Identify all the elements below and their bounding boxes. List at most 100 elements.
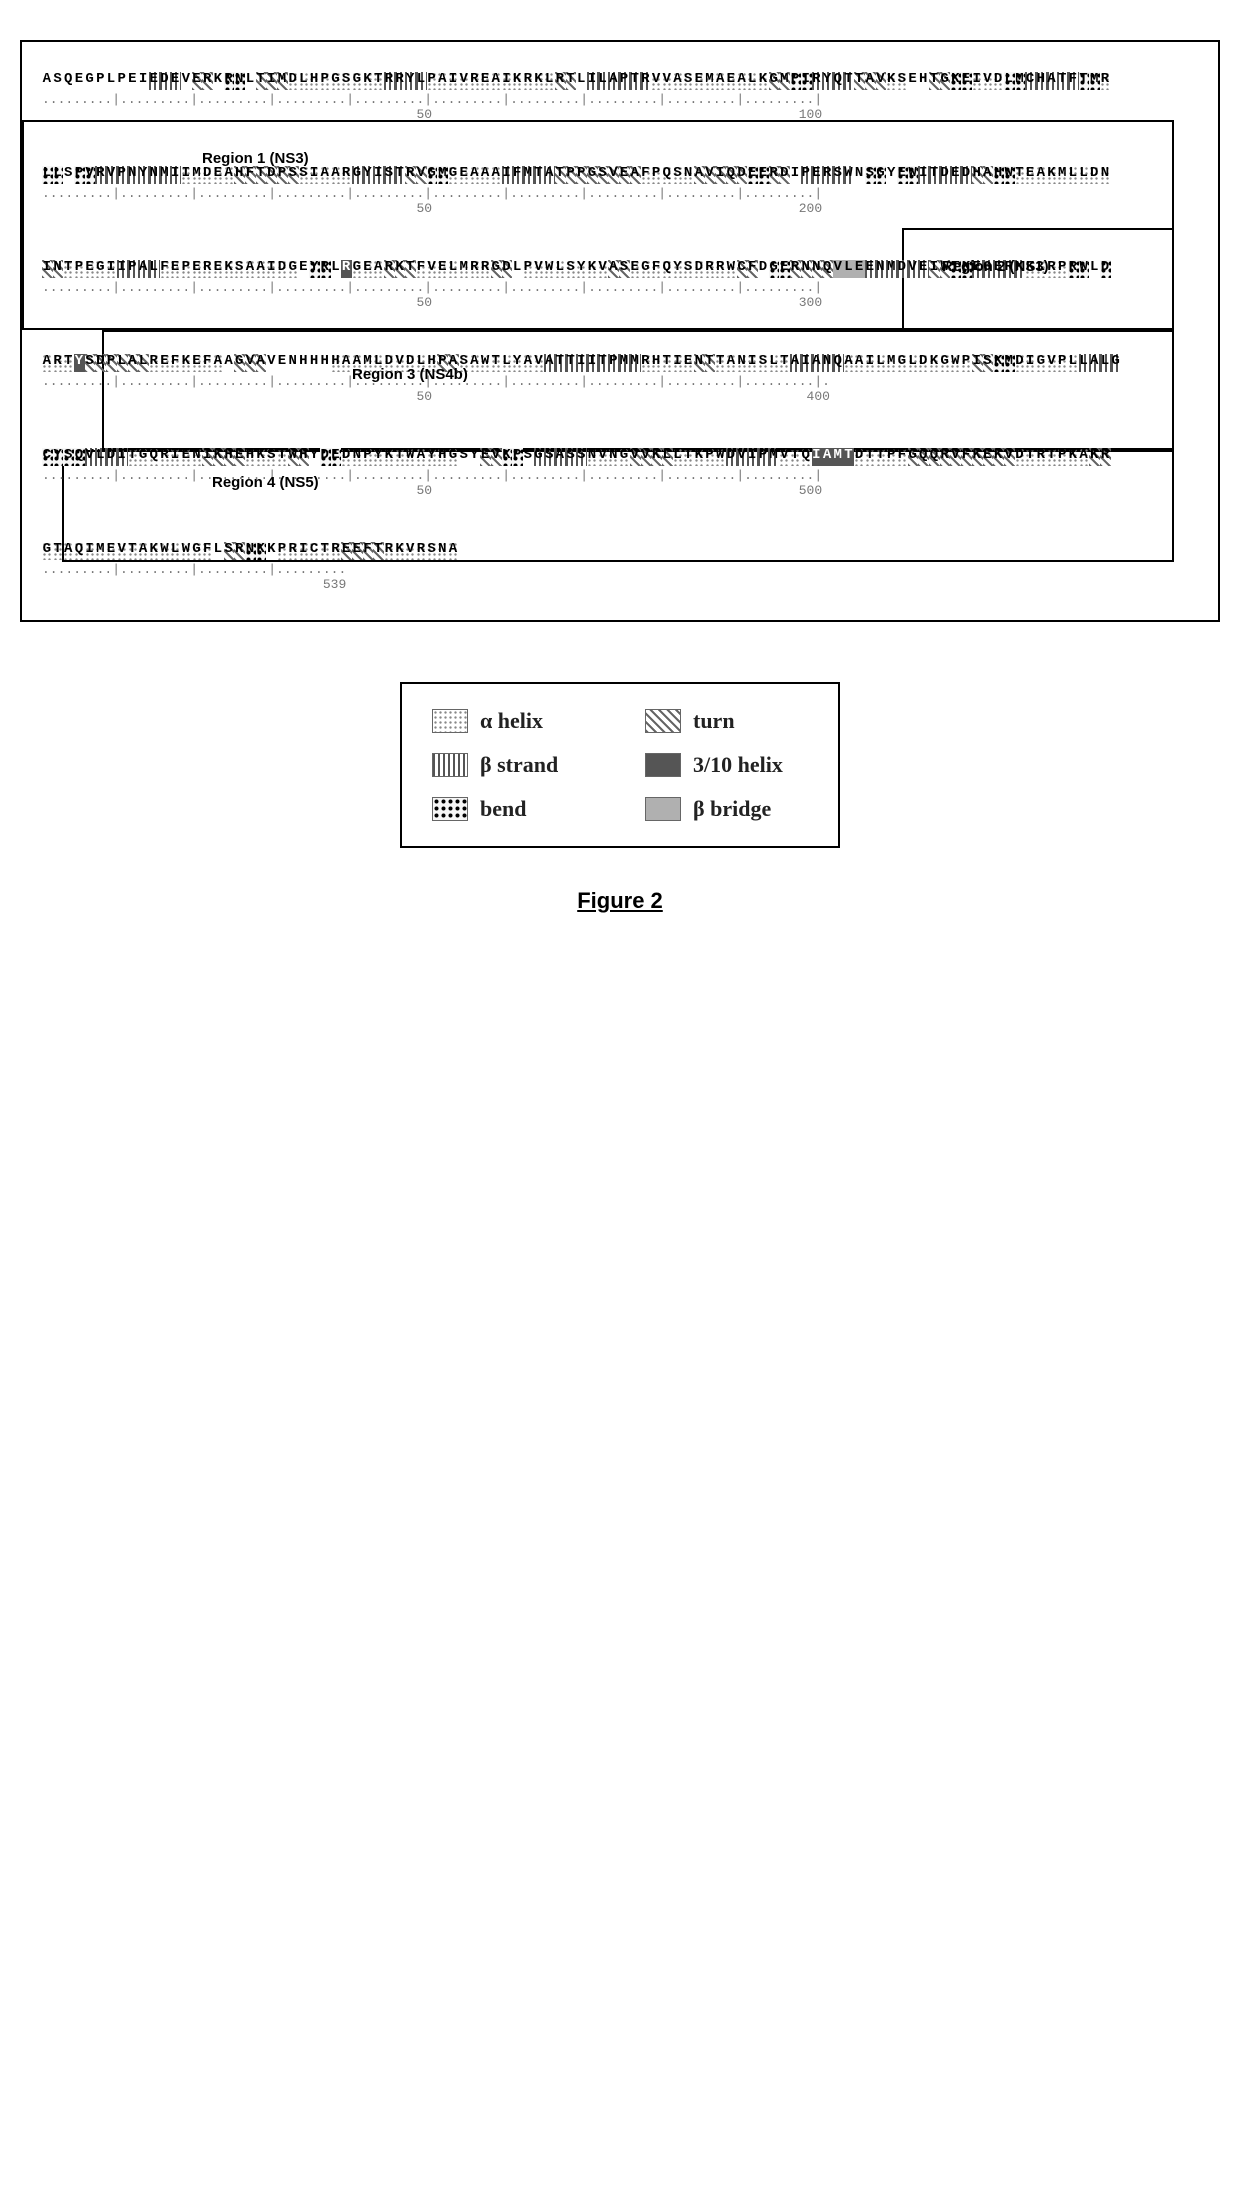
residue: A	[138, 260, 149, 278]
residue: D	[106, 448, 117, 466]
residue: F	[961, 448, 972, 466]
residue: E	[277, 354, 288, 372]
residue: K	[694, 448, 705, 466]
residue: I	[576, 354, 587, 372]
residue: K	[534, 72, 545, 90]
swatch-beta-bridge	[645, 797, 681, 821]
residue: G	[940, 72, 951, 90]
residue: Q	[833, 354, 844, 372]
residue: N	[608, 448, 619, 466]
sequence-line: LLSPVRVPNYNMIIMDEAHFTDPSSIAARGYISTRVGMGE…	[42, 166, 1198, 184]
residue: F	[202, 542, 213, 560]
legend-label: turn	[693, 708, 735, 734]
residue: F	[160, 260, 171, 278]
residue: R	[1100, 448, 1111, 466]
residue: G	[587, 166, 598, 184]
residue: F	[170, 354, 181, 372]
residue: V	[427, 260, 438, 278]
residue: P	[363, 448, 374, 466]
residue: M	[779, 72, 790, 90]
residue: E	[234, 448, 245, 466]
residue: E	[160, 354, 171, 372]
residue: I	[801, 354, 812, 372]
residue: E	[74, 72, 85, 90]
legend-row: β strand 3/10 helix	[432, 752, 808, 778]
residue: I	[42, 260, 53, 278]
residue: R	[822, 166, 833, 184]
residue: Y	[470, 448, 481, 466]
residue: W	[908, 166, 919, 184]
residue: S	[63, 166, 74, 184]
residue: G	[641, 260, 652, 278]
residue: P	[74, 260, 85, 278]
residue: T	[63, 260, 74, 278]
residue: T	[598, 354, 609, 372]
residue: S	[566, 448, 577, 466]
residue: A	[630, 166, 641, 184]
residue: V	[705, 166, 716, 184]
residue: H	[437, 448, 448, 466]
residue: D	[694, 260, 705, 278]
residue: A	[555, 448, 566, 466]
legend-label: β bridge	[693, 796, 771, 822]
residue: D	[726, 448, 737, 466]
residue: S	[598, 166, 609, 184]
residue: T	[929, 166, 940, 184]
residue: L	[245, 72, 256, 90]
residue: A	[523, 354, 534, 372]
residue: T	[373, 542, 384, 560]
residue: P	[608, 354, 619, 372]
residue: E	[181, 448, 192, 466]
residue: R	[1036, 448, 1047, 466]
residue: R	[715, 260, 726, 278]
figure-caption: Figure 2	[20, 888, 1220, 914]
residue: K	[1047, 166, 1058, 184]
residue: S	[566, 260, 577, 278]
residue: M	[277, 72, 288, 90]
residue: V	[876, 72, 887, 90]
residue: R	[523, 72, 534, 90]
residue: I	[170, 448, 181, 466]
residue: I	[587, 354, 598, 372]
legend-item-alpha-helix: α helix	[432, 708, 595, 734]
residue: S	[673, 166, 684, 184]
residue: D	[918, 354, 929, 372]
residue: N	[234, 72, 245, 90]
residue: A	[822, 448, 833, 466]
residue: K	[395, 260, 406, 278]
residue: M	[523, 166, 534, 184]
residue: V	[459, 72, 470, 90]
residue: V	[779, 448, 790, 466]
residue: R	[202, 260, 213, 278]
residue: I	[202, 448, 213, 466]
residue: Y	[138, 166, 149, 184]
residue: V	[598, 260, 609, 278]
swatch-alpha-helix	[432, 709, 468, 733]
residue: A	[854, 354, 865, 372]
residue: T	[1025, 448, 1036, 466]
residue: R	[769, 166, 780, 184]
sequence-line: GTAQIMEVTAKWLWGFLSRNKKPRICTREEFTRKVRSNA	[42, 542, 1198, 560]
residue: K	[224, 260, 235, 278]
residue: P	[790, 72, 801, 90]
residue: T	[1015, 166, 1026, 184]
residue: K	[395, 542, 406, 560]
residue: Q	[801, 448, 812, 466]
residue: G	[619, 448, 630, 466]
residue: N	[822, 354, 833, 372]
residue: A	[1036, 166, 1047, 184]
residue: S	[544, 448, 555, 466]
residue: G	[192, 542, 203, 560]
legend-label: 3/10 helix	[693, 752, 783, 778]
residue: F	[897, 448, 908, 466]
residue: S	[299, 166, 310, 184]
residue: Y	[427, 448, 438, 466]
residue: R	[705, 260, 716, 278]
residue: L	[662, 448, 673, 466]
legend-box: α helix turn β strand 3/10 helix bend β …	[400, 682, 840, 848]
residue: T	[1047, 448, 1058, 466]
residue: P	[128, 260, 139, 278]
residue: G	[352, 260, 363, 278]
residue: L	[331, 260, 342, 278]
residue: F	[202, 354, 213, 372]
